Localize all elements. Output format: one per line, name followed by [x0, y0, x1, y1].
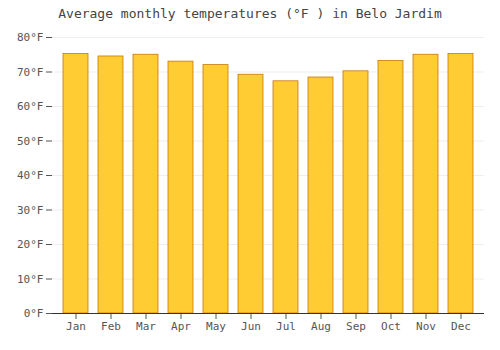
svg-text:Mar: Mar: [136, 320, 156, 333]
svg-text:30°F: 30°F: [17, 204, 44, 217]
svg-text:Apr: Apr: [171, 320, 191, 333]
svg-text:0°F: 0°F: [24, 307, 44, 320]
svg-text:70°F: 70°F: [17, 66, 44, 79]
svg-text:Jun: Jun: [241, 320, 261, 333]
svg-text:Jul: Jul: [276, 320, 296, 333]
svg-text:80°F: 80°F: [17, 31, 44, 44]
svg-text:20°F: 20°F: [17, 238, 44, 251]
svg-text:Aug: Aug: [311, 320, 331, 333]
svg-text:40°F: 40°F: [17, 169, 44, 182]
html-text:Average monthly temperatures (: Average monthly temperatures (°F ) in Be…: [58, 6, 442, 21]
svg-text:10°F: 10°F: [17, 273, 44, 286]
svg-text:Oct: Oct: [381, 320, 401, 333]
svg-text:Jan: Jan: [66, 320, 86, 333]
svg-text:60°F: 60°F: [17, 100, 44, 113]
svg-text:Feb: Feb: [101, 320, 121, 333]
svg-text:50°F: 50°F: [17, 135, 44, 148]
svg-text:Nov: Nov: [416, 320, 436, 333]
svg-text:May: May: [206, 320, 226, 333]
svg-text:Dec: Dec: [451, 320, 471, 333]
svg-text:Sep: Sep: [346, 320, 366, 333]
